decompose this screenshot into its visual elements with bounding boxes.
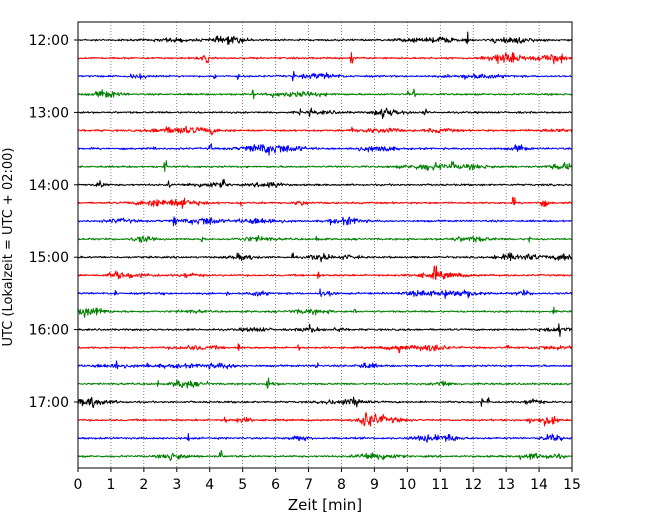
- trace-line: [77, 343, 573, 354]
- trace-line: [77, 235, 573, 243]
- x-tick-label: 2: [139, 477, 148, 493]
- y-axis-ticks: 12:00 13:00 14:00 15:00 16:00 17:00: [29, 33, 78, 411]
- trace-line: [78, 31, 573, 45]
- trace-line: [77, 51, 573, 65]
- x-tick-label: 12: [464, 477, 482, 493]
- x-tick-label: 8: [337, 477, 346, 493]
- trace-line: [77, 252, 573, 263]
- x-tick-label: 4: [205, 477, 214, 493]
- trace-line: [77, 360, 573, 370]
- trace-line: [77, 323, 573, 337]
- trace-line: [77, 433, 573, 443]
- y-tick-label: 16:00: [29, 323, 69, 339]
- x-tick-label: 10: [398, 477, 416, 493]
- x-tick-label: 1: [106, 477, 115, 493]
- trace-line: [77, 196, 573, 209]
- trace-line: [77, 107, 573, 120]
- trace-line: [77, 377, 573, 389]
- x-tick-label: 11: [431, 477, 449, 493]
- trace-line: [77, 216, 573, 227]
- trace-line: [77, 160, 573, 173]
- y-tick-label: 17:00: [29, 395, 69, 411]
- y-tick-label: 14:00: [29, 178, 69, 194]
- trace-line: [77, 412, 573, 427]
- x-tick-label: 7: [304, 477, 313, 493]
- x-tick-label: 3: [172, 477, 181, 493]
- x-tick-label: 14: [530, 477, 548, 493]
- trace-line: [77, 125, 573, 136]
- trace-line: [77, 70, 573, 82]
- trace-line: [77, 88, 573, 100]
- y-tick-label: 13:00: [29, 105, 69, 121]
- x-tick-label: 0: [74, 477, 83, 493]
- x-tick-label: 13: [497, 477, 515, 493]
- trace-line: [77, 265, 573, 281]
- x-axis-label: Zeit [min]: [288, 496, 362, 514]
- y-axis-label: UTC (Lokalzeit = UTC + 02:00): [1, 148, 16, 347]
- x-tick-label: 5: [238, 477, 247, 493]
- trace-line: [77, 288, 573, 299]
- y-tick-label: 12:00: [29, 33, 69, 49]
- seismogram-traces: [77, 31, 573, 462]
- plot-frame: [77, 21, 573, 469]
- trace-line: [77, 396, 573, 408]
- trace-line: [77, 143, 573, 156]
- x-tick-label: 15: [563, 477, 581, 493]
- y-tick-label: 15:00: [29, 250, 69, 266]
- grid-lines: [110, 22, 540, 468]
- x-tick-label: 9: [370, 477, 379, 493]
- trace-line: [77, 178, 573, 188]
- trace-line: [77, 306, 573, 318]
- x-tick-label: 6: [271, 477, 280, 493]
- x-axis-ticks: 0 1 2 3 4 5 6 7 8 9 10 11 12 13 14 15: [74, 468, 581, 493]
- trace-line: [77, 449, 573, 462]
